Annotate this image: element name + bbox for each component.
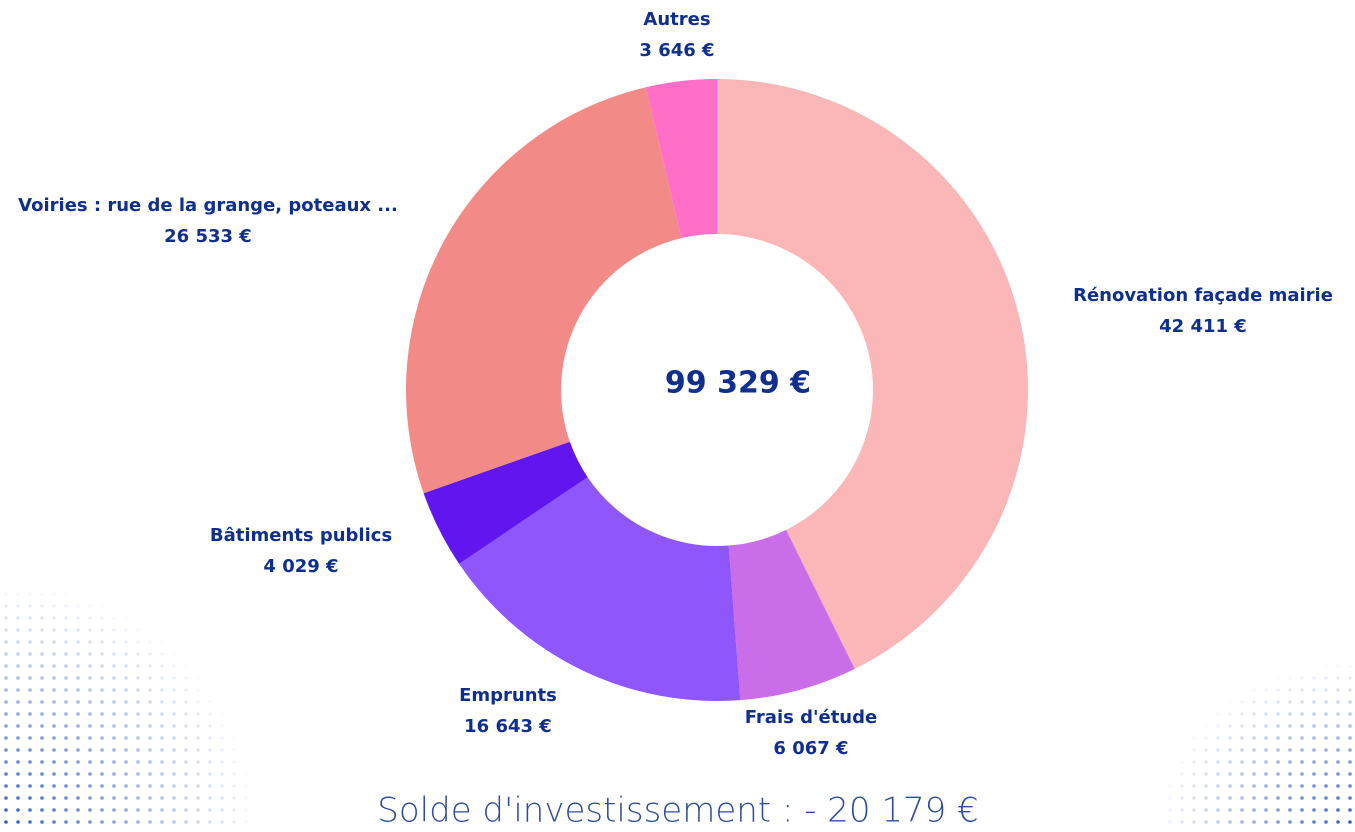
slice [459, 477, 741, 701]
center-total: 99 329 € [665, 366, 811, 401]
slice-label: Frais d'étude [745, 707, 877, 728]
slice-value: 42 411 € [1159, 316, 1247, 337]
slice-value: 26 533 € [164, 226, 252, 247]
slice-value: 3 646 € [639, 40, 714, 61]
slice-label: Voiries : rue de la grange, poteaux ... [18, 195, 398, 216]
donut [406, 79, 1028, 701]
slice-label: Emprunts [459, 685, 557, 706]
dot-decoration [1155, 660, 1355, 832]
slice [645, 79, 717, 239]
slice-label: Rénovation façade mairie [1073, 285, 1333, 306]
slice-label: Bâtiments publics [210, 525, 392, 546]
slice-value: 6 067 € [773, 738, 848, 759]
slice-value: 16 643 € [464, 716, 552, 737]
slice [717, 79, 1028, 669]
slice-value: 4 029 € [263, 556, 338, 577]
footer: Solde d'investissement : - 20 179 € [377, 791, 978, 831]
slice [406, 87, 682, 494]
slice [423, 441, 588, 564]
slice [728, 529, 855, 701]
dot-decoration [0, 580, 260, 832]
slice-label: Autres [643, 9, 710, 30]
